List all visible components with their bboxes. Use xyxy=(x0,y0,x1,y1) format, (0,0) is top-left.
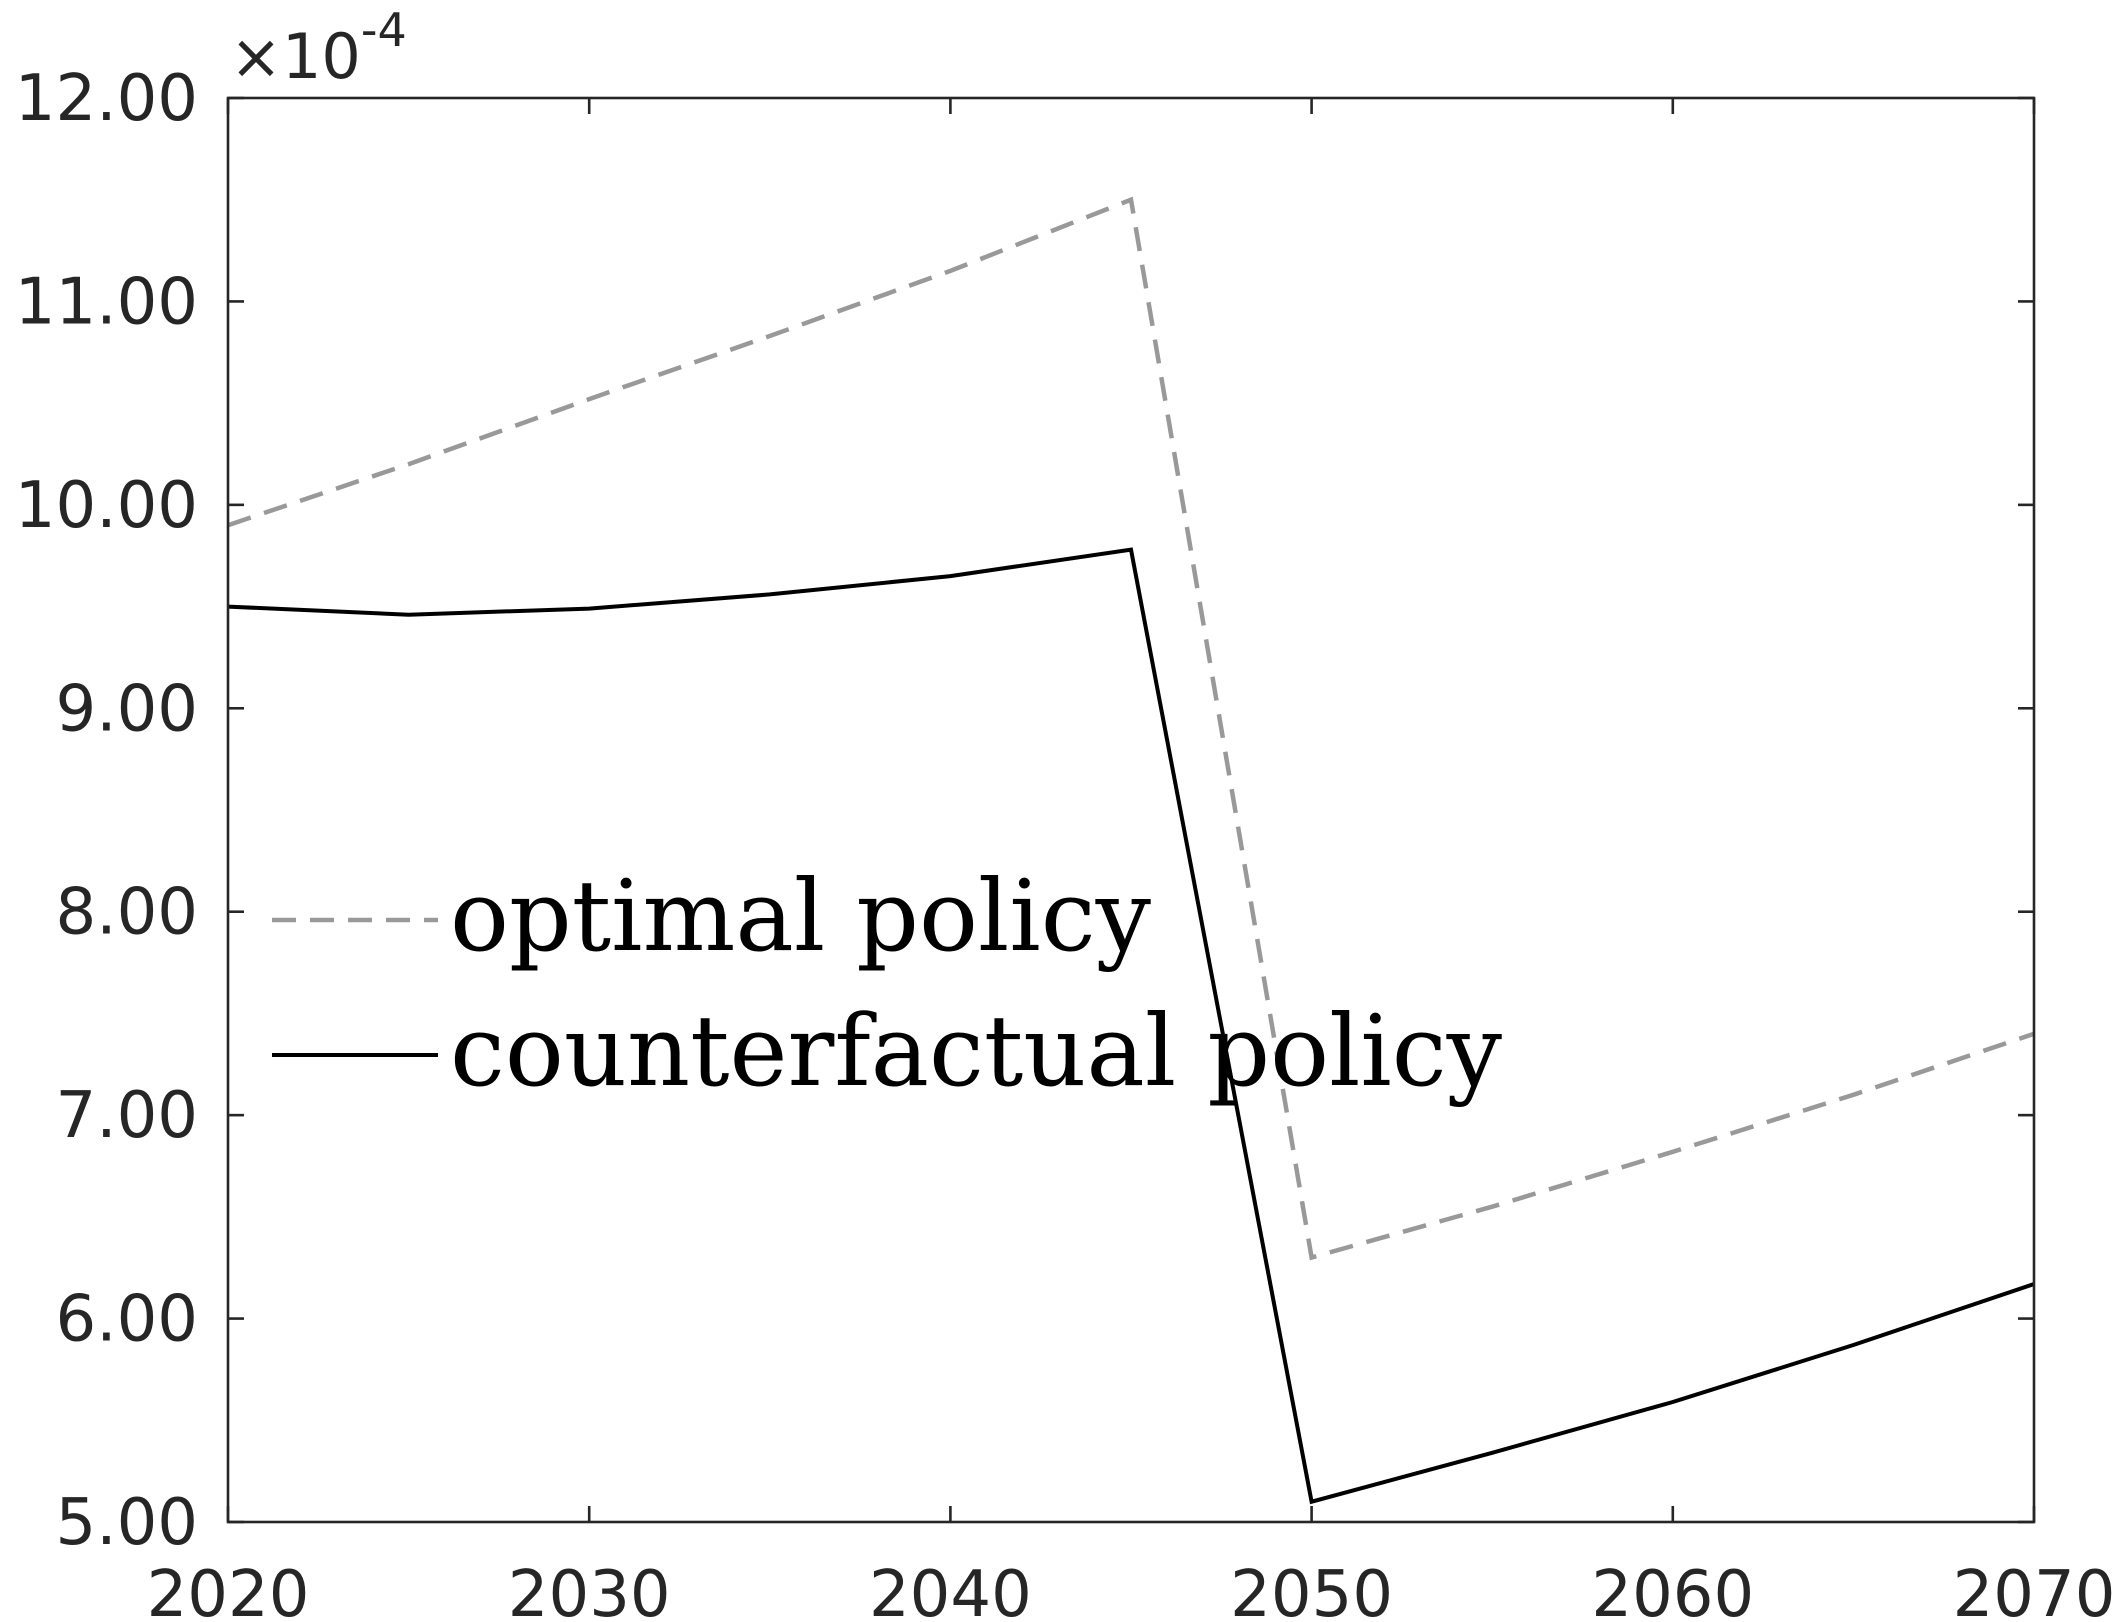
x-tick-label: 2060 xyxy=(1591,1558,1754,1622)
y-tick-label: 8.00 xyxy=(56,876,199,950)
y-tick-label: 7.00 xyxy=(56,1079,199,1153)
y-tick-label: 11.00 xyxy=(15,265,198,339)
x-tick-label: 2040 xyxy=(869,1558,1032,1622)
y-tick-label: 12.00 xyxy=(15,62,198,136)
x-tick-label: 2070 xyxy=(1953,1558,2116,1622)
y-exponent-base: ×10 xyxy=(230,20,361,93)
y-tick-label: 9.00 xyxy=(56,672,199,746)
plot-area-frame xyxy=(226,96,2036,1524)
legend-label: counterfactual policy xyxy=(450,995,1503,1109)
x-tick-label: 2030 xyxy=(508,1558,671,1622)
y-exponent-label: ×10-4 xyxy=(230,3,407,93)
y-tick-label: 10.00 xyxy=(15,469,198,543)
legend: optimal policy counterfactual policy xyxy=(272,860,1503,1109)
series-layer xyxy=(227,196,2035,1505)
y-tick-label: 5.00 xyxy=(56,1486,199,1560)
x-tick-label: 2050 xyxy=(1230,1558,1393,1622)
legend-label: optimal policy xyxy=(450,860,1152,974)
y-tick-label: 6.00 xyxy=(56,1283,199,1357)
x-tick-label: 2020 xyxy=(147,1558,310,1622)
y-exponent-power: -4 xyxy=(361,3,407,57)
tick-labels: 2020 2030 2040 2050 2060 2070 5.00 6.00 7.00 8.00… xyxy=(15,62,2116,1622)
